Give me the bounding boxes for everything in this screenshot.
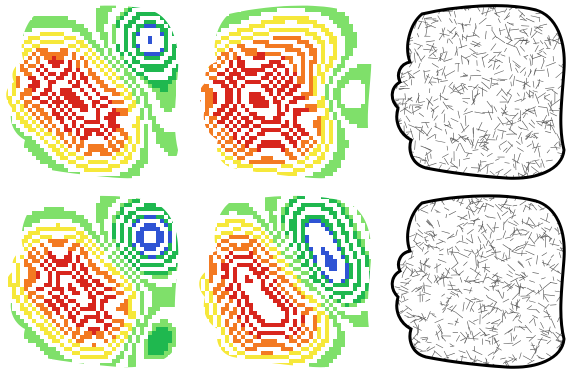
head-contour-plot (6, 195, 179, 368)
head-contour-plot (199, 195, 372, 368)
head-contour-plot (199, 5, 372, 179)
panel-r2-c1 (0, 187, 193, 374)
panel-r1-c1 (0, 0, 193, 187)
panel-r1-c2 (193, 0, 386, 187)
head-hatch-plot (390, 4, 566, 180)
head-contour-plot (6, 5, 179, 179)
panel-r1-c3 (386, 0, 579, 187)
panel-r2-c2 (193, 187, 386, 374)
head-hatch-plot (390, 194, 566, 369)
panel-r2-c3 (386, 187, 579, 374)
